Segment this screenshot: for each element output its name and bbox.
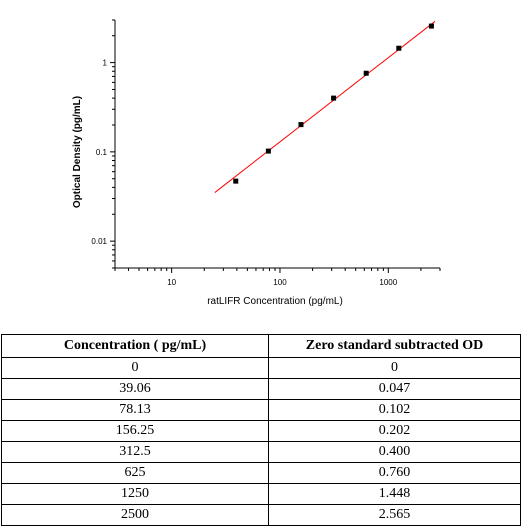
table-row: 39.06 0.047 <box>1 378 521 400</box>
table-cell: 2.565 <box>268 504 521 526</box>
table-cell: 2500 <box>1 504 269 526</box>
table-row: 78.13 0.102 <box>1 399 521 421</box>
table-cell: 0.202 <box>268 420 521 442</box>
y-tick-label: 1 <box>103 59 108 68</box>
data-point <box>331 95 337 101</box>
y-axis: 0.01 0.1 1 <box>91 19 116 269</box>
standard-curve-chart: 0.01 0.1 1 10 100 1000 Optical Density (pg/m… <box>72 19 441 307</box>
table-row: 625 0.760 <box>1 462 521 484</box>
table-cell: 0.760 <box>268 462 521 484</box>
table-cell: 156.25 <box>1 420 269 442</box>
data-point <box>233 178 239 184</box>
data-points-group <box>233 23 434 184</box>
table-row: 312.5 0.400 <box>1 441 521 463</box>
x-tick-label: 100 <box>273 278 287 287</box>
data-point <box>396 45 402 51</box>
column-header-concentration: Concentration ( pg/mL) <box>1 334 269 358</box>
table-cell: 625 <box>1 462 269 484</box>
fit-line <box>214 20 436 193</box>
data-point <box>428 23 434 29</box>
y-tick-label: 0.1 <box>96 148 108 157</box>
table-cell: 39.06 <box>1 378 269 400</box>
table-cell: 312.5 <box>1 441 269 463</box>
table-row: 156.25 0.202 <box>1 420 521 442</box>
y-tick-label: 0.01 <box>91 237 107 246</box>
x-axis: 10 100 1000 <box>114 267 441 287</box>
table-cell: 0.047 <box>268 378 521 400</box>
table-cell: 0 <box>268 357 521 379</box>
table-row: 2500 2.565 <box>1 504 521 526</box>
table-header-row: Concentration ( pg/mL) Zero standard sub… <box>1 334 521 358</box>
x-tick-label: 10 <box>167 278 176 287</box>
table-cell: 78.13 <box>1 399 269 421</box>
table-cell: 0.400 <box>268 441 521 463</box>
x-axis-title: ratLIFR Concentration (pg/mL) <box>207 296 343 307</box>
data-point <box>298 122 304 128</box>
table-row: 1250 1.448 <box>1 483 521 505</box>
y-axis-title: Optical Density (pg/mL) <box>72 96 83 208</box>
column-header-od: Zero standard subtracted OD <box>268 334 521 358</box>
table-cell: 0.102 <box>268 399 521 421</box>
data-point <box>265 148 271 154</box>
standard-data-table: Concentration ( pg/mL) Zero standard sub… <box>1 334 521 526</box>
table-cell: 0 <box>1 357 269 379</box>
table-cell: 1.448 <box>268 483 521 505</box>
table-cell: 1250 <box>1 483 269 505</box>
data-point <box>363 70 369 76</box>
fit-line-group <box>214 20 436 193</box>
x-tick-label: 1000 <box>379 278 397 287</box>
